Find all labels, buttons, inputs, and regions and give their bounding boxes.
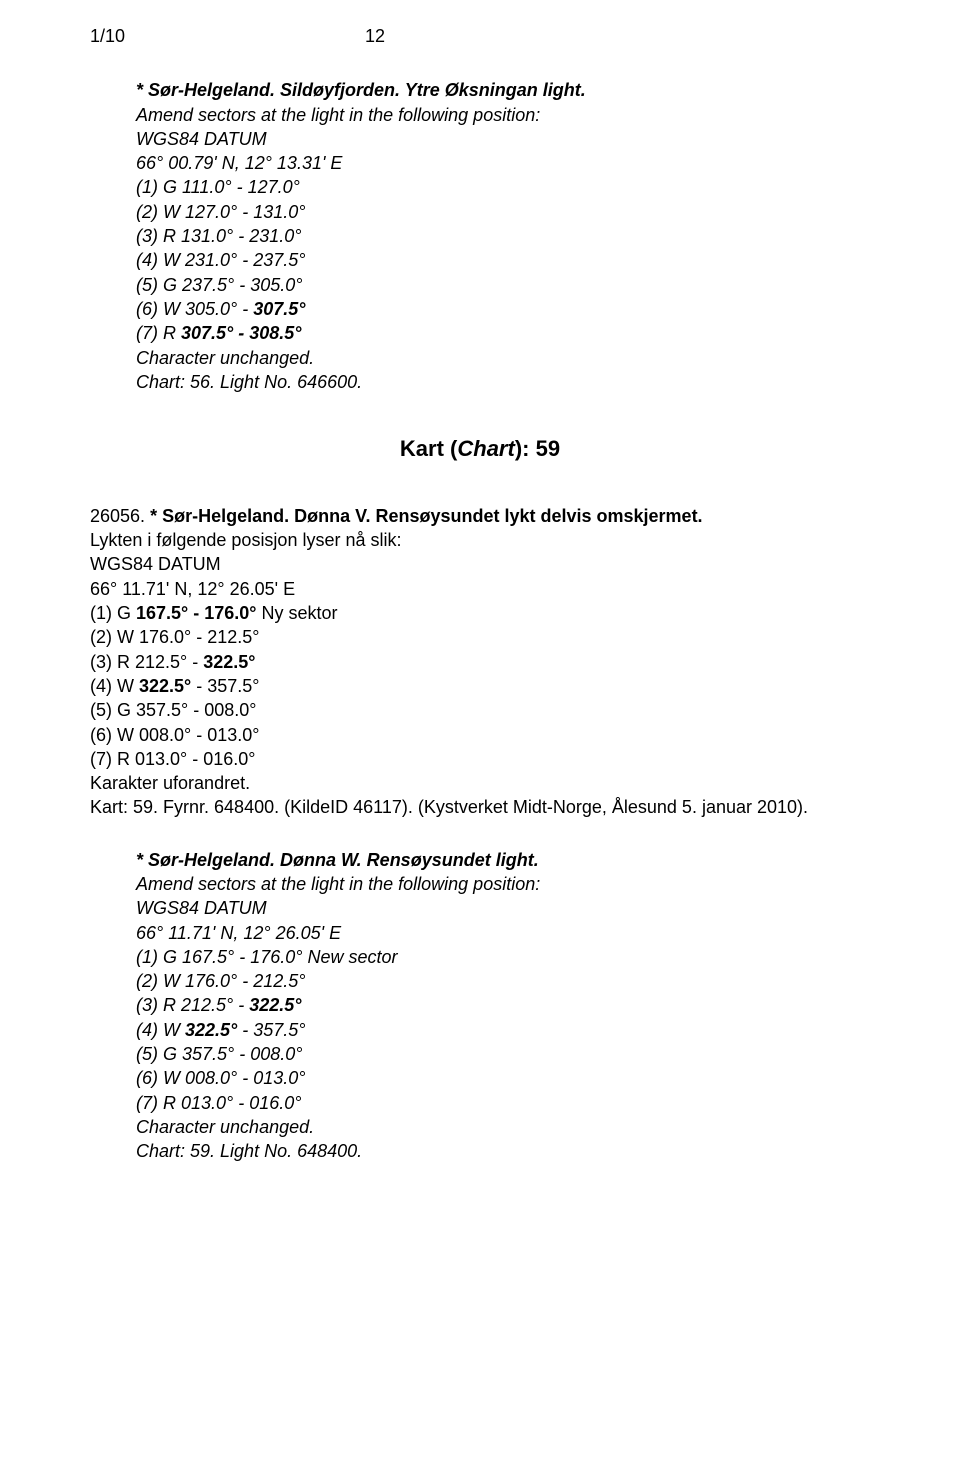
chart-heading-post: ): 59 xyxy=(515,436,560,461)
chart-ref: Kart: 59. Fyrnr. 648400. (KildeID 46117)… xyxy=(90,795,870,819)
sector-bold: 167.5° - 176.0° xyxy=(136,603,261,623)
coord: 66° 11.71' N, 12° 26.05' E xyxy=(136,921,870,945)
sector-part: (4) W xyxy=(90,676,139,696)
sector-line: (5) G 357.5° - 008.0° xyxy=(136,1042,870,1066)
sector-line: (4) W 322.5° - 357.5° xyxy=(136,1018,870,1042)
datum: WGS84 DATUM xyxy=(136,896,870,920)
notice-1: * Sør-Helgeland. Sildøyfjorden. Ytre Øks… xyxy=(136,78,870,394)
sector-part: (3) R 212.5° - xyxy=(136,995,249,1015)
coord: 66° 00.79' N, 12° 13.31' E xyxy=(136,151,870,175)
sector-line: (4) W 231.0° - 237.5° xyxy=(136,248,870,272)
sector-part: (1) G 167.5° - 176.0° xyxy=(136,947,307,967)
sector-line: (2) W 176.0° - 212.5° xyxy=(136,969,870,993)
sector-part: (1) G xyxy=(90,603,136,623)
sector-line: (3) R 131.0° - 231.0° xyxy=(136,224,870,248)
coord: 66° 11.71' N, 12° 26.05' E xyxy=(90,577,870,601)
sector-line: (4) W 322.5° - 357.5° xyxy=(90,674,870,698)
sector-line: (1) G 167.5° - 176.0° New sector xyxy=(136,945,870,969)
notice-2-line2: Lykten i følgende posisjon lyser nå slik… xyxy=(90,528,870,552)
sector-bold: 322.5° xyxy=(139,676,196,696)
notice-3-amend: Amend sectors at the light in the follow… xyxy=(136,872,870,896)
sector-part: (6) W 305.0° - xyxy=(136,299,253,319)
sector-line: (6) W 008.0° - 013.0° xyxy=(90,723,870,747)
sector-bold: 322.5° xyxy=(185,1020,237,1040)
notice-1-title: * Sør-Helgeland. Sildøyfjorden. Ytre Øks… xyxy=(136,78,870,102)
sector-bold: 322.5° xyxy=(203,652,255,672)
sector-line: (6) W 008.0° - 013.0° xyxy=(136,1066,870,1090)
notice-1-amend: Amend sectors at the light in the follow… xyxy=(136,103,870,127)
sector-line: (3) R 212.5° - 322.5° xyxy=(136,993,870,1017)
sector-part: (3) R 212.5° - xyxy=(90,652,203,672)
chart-heading-mid: Chart xyxy=(457,436,514,461)
sector-line: (3) R 212.5° - 322.5° xyxy=(90,650,870,674)
notice-3-title: * Sør-Helgeland. Dønna W. Rensøysundet l… xyxy=(136,848,870,872)
sector-part: Ny sektor xyxy=(262,603,338,623)
notice-number: 26056. xyxy=(90,506,150,526)
karakter-uforandret: Karakter uforandret. xyxy=(90,771,870,795)
sector-line: (7) R 307.5° - 308.5° xyxy=(136,321,870,345)
sector-line: (7) R 013.0° - 016.0° xyxy=(90,747,870,771)
sector-line: (5) G 357.5° - 008.0° xyxy=(90,698,870,722)
character-unchanged: Character unchanged. xyxy=(136,346,870,370)
notice-2: 26056. * Sør-Helgeland. Dønna V. Rensøys… xyxy=(90,504,870,820)
sector-line: (2) W 176.0° - 212.5° xyxy=(90,625,870,649)
sector-line: (6) W 305.0° - 307.5° xyxy=(136,297,870,321)
datum: WGS84 DATUM xyxy=(136,127,870,151)
sector-bold: 307.5° xyxy=(253,299,305,319)
sector-line: (2) W 127.0° - 131.0° xyxy=(136,200,870,224)
datum: WGS84 DATUM xyxy=(90,552,870,576)
sector-line: (5) G 237.5° - 305.0° xyxy=(136,273,870,297)
chart-heading-pre: Kart ( xyxy=(400,436,457,461)
issue-number: 1/10 xyxy=(90,24,125,48)
chart-ref: Chart: 56. Light No. 646600. xyxy=(136,370,870,394)
notice-2-title-line: 26056. * Sør-Helgeland. Dønna V. Rensøys… xyxy=(90,504,870,528)
chart-ref: Chart: 59. Light No. 648400. xyxy=(136,1139,870,1163)
sector-bold: 307.5° - 308.5° xyxy=(181,323,301,343)
chart-heading: Kart (Chart): 59 xyxy=(90,434,870,464)
sector-bold: 322.5° xyxy=(249,995,301,1015)
sector-line: (7) R 013.0° - 016.0° xyxy=(136,1091,870,1115)
sector-line: (1) G 167.5° - 176.0° Ny sektor xyxy=(90,601,870,625)
sector-part: (7) R xyxy=(136,323,181,343)
sector-part: (4) W xyxy=(136,1020,185,1040)
sector-part: - 357.5° xyxy=(196,676,259,696)
character-unchanged: Character unchanged. xyxy=(136,1115,870,1139)
notice-2-title: * Sør-Helgeland. Dønna V. Rensøysundet l… xyxy=(150,506,703,526)
page-header: 1/10 12 xyxy=(90,24,870,48)
sector-part: - 357.5° xyxy=(237,1020,305,1040)
sector-part: New sector xyxy=(307,947,397,967)
page-number: 12 xyxy=(365,24,385,48)
sector-line: (1) G 111.0° - 127.0° xyxy=(136,175,870,199)
notice-3: * Sør-Helgeland. Dønna W. Rensøysundet l… xyxy=(136,848,870,1164)
